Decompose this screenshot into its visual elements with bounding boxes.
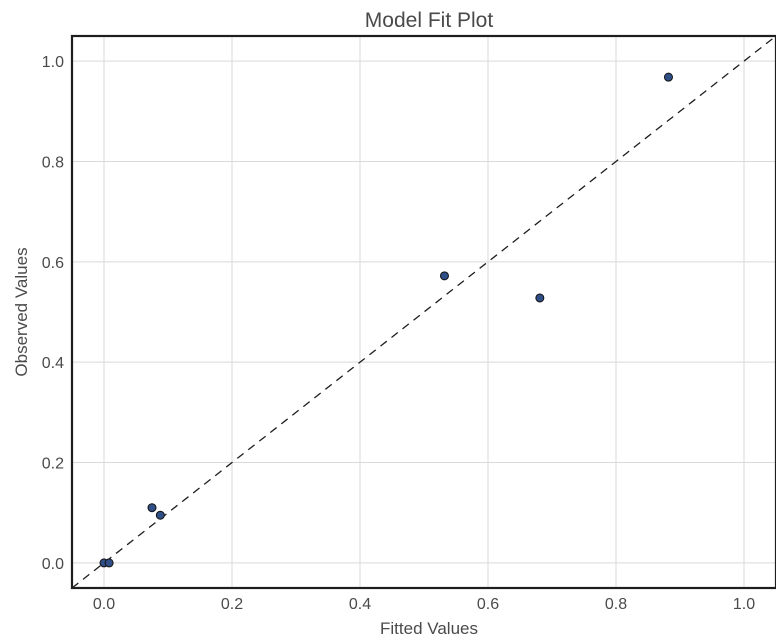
y-tick-label: 1.0 bbox=[42, 54, 64, 71]
y-tick-label: 0.6 bbox=[42, 255, 64, 272]
data-point bbox=[663, 72, 673, 82]
data-point bbox=[147, 503, 157, 513]
chart-title: Model Fit Plot bbox=[365, 9, 494, 32]
y-tick-label: 0.4 bbox=[42, 355, 64, 372]
data-point bbox=[439, 271, 449, 281]
x-tick-label: 0.8 bbox=[605, 596, 627, 613]
x-axis-ticks: 0.0 0.2 0.4 0.6 0.8 1.0 bbox=[93, 596, 755, 613]
plot-frame bbox=[70, 34, 776, 590]
y-tick-label: 0.8 bbox=[42, 154, 64, 171]
data-point bbox=[155, 510, 165, 520]
x-tick-label: 0.4 bbox=[349, 596, 371, 613]
x-tick-label: 0.2 bbox=[221, 596, 243, 613]
data-point bbox=[535, 293, 545, 303]
data-point bbox=[104, 558, 114, 568]
y-axis-ticks: 0.0 0.2 0.4 0.6 0.8 1.0 bbox=[42, 54, 64, 573]
identity-reference-line bbox=[71, 35, 776, 589]
y-tick-label: 0.2 bbox=[42, 456, 64, 473]
y-axis-label: Observed Values bbox=[12, 247, 31, 376]
x-axis-label: Fitted Values bbox=[380, 619, 478, 638]
data-points bbox=[99, 72, 673, 568]
grid-lines bbox=[72, 36, 776, 588]
x-tick-label: 0.6 bbox=[477, 596, 499, 613]
x-tick-label: 1.0 bbox=[733, 596, 755, 613]
x-tick-label: 0.0 bbox=[93, 596, 115, 613]
y-tick-label: 0.0 bbox=[42, 556, 64, 573]
